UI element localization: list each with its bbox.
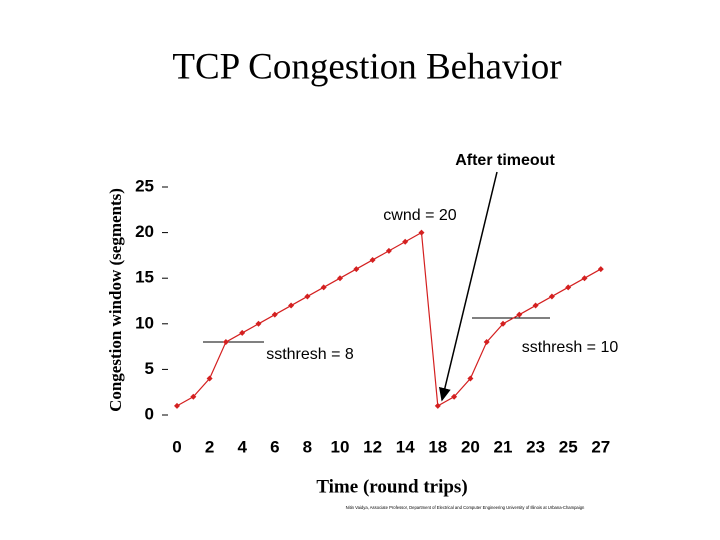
chart-title: TCP Congestion Behavior bbox=[172, 46, 561, 87]
marker bbox=[402, 238, 409, 245]
marker bbox=[548, 293, 555, 300]
marker bbox=[500, 320, 506, 327]
marker bbox=[434, 402, 441, 409]
x-tick-label: 25 bbox=[559, 437, 578, 456]
marker bbox=[239, 329, 246, 336]
marker bbox=[190, 393, 197, 400]
x-tick-label: 27 bbox=[591, 437, 610, 456]
marker bbox=[369, 256, 376, 263]
marker bbox=[385, 247, 392, 254]
annotation: ssthresh = 8 bbox=[266, 346, 354, 363]
marker bbox=[353, 266, 360, 273]
marker bbox=[565, 284, 572, 291]
y-tick-label: 25 bbox=[135, 176, 154, 195]
footer: Nitin Vaidya, Associate Professor, Depar… bbox=[346, 505, 585, 510]
y-tick-label: 15 bbox=[135, 268, 154, 287]
marker bbox=[271, 311, 278, 318]
series-line bbox=[176, 231, 602, 407]
marker bbox=[222, 339, 229, 346]
x-tick-label: 6 bbox=[270, 437, 279, 456]
marker bbox=[337, 275, 343, 282]
x-tick-label: 8 bbox=[303, 437, 312, 456]
annotation: After timeout bbox=[455, 152, 555, 169]
x-tick-label: 10 bbox=[331, 437, 350, 456]
marker bbox=[467, 375, 474, 382]
x-tick-label: 18 bbox=[428, 437, 447, 456]
x-tick-label: 20 bbox=[461, 437, 480, 456]
marker bbox=[174, 402, 180, 409]
x-axis-label: Time (round trips) bbox=[316, 476, 467, 497]
y-tick-label: 0 bbox=[145, 404, 154, 423]
x-tick-label: 23 bbox=[526, 437, 545, 456]
x-tick-label: 2 bbox=[205, 437, 214, 456]
x-tick-label: 12 bbox=[363, 437, 382, 456]
marker bbox=[516, 311, 523, 318]
y-axis-label: Congestion window (segments) bbox=[106, 188, 125, 412]
marker bbox=[418, 229, 425, 236]
marker bbox=[483, 339, 490, 346]
marker bbox=[581, 275, 588, 282]
x-tick-label: 4 bbox=[237, 437, 247, 456]
marker bbox=[288, 302, 295, 309]
arrow bbox=[438, 171, 498, 402]
y-tick-label: 5 bbox=[145, 359, 154, 378]
marker bbox=[320, 284, 327, 291]
annotation: ssthresh = 10 bbox=[522, 339, 619, 356]
x-tick-label: 0 bbox=[172, 437, 181, 456]
marker bbox=[451, 393, 458, 400]
x-tick-label: 21 bbox=[494, 437, 513, 456]
marker bbox=[597, 266, 604, 273]
marker bbox=[255, 320, 262, 327]
y-tick-label: 20 bbox=[135, 222, 154, 241]
annotation: cwnd = 20 bbox=[383, 207, 456, 224]
marker bbox=[304, 293, 311, 300]
x-tick-label: 14 bbox=[396, 437, 415, 456]
marker bbox=[532, 302, 539, 309]
y-tick-label: 10 bbox=[135, 313, 154, 332]
marker bbox=[206, 375, 213, 382]
